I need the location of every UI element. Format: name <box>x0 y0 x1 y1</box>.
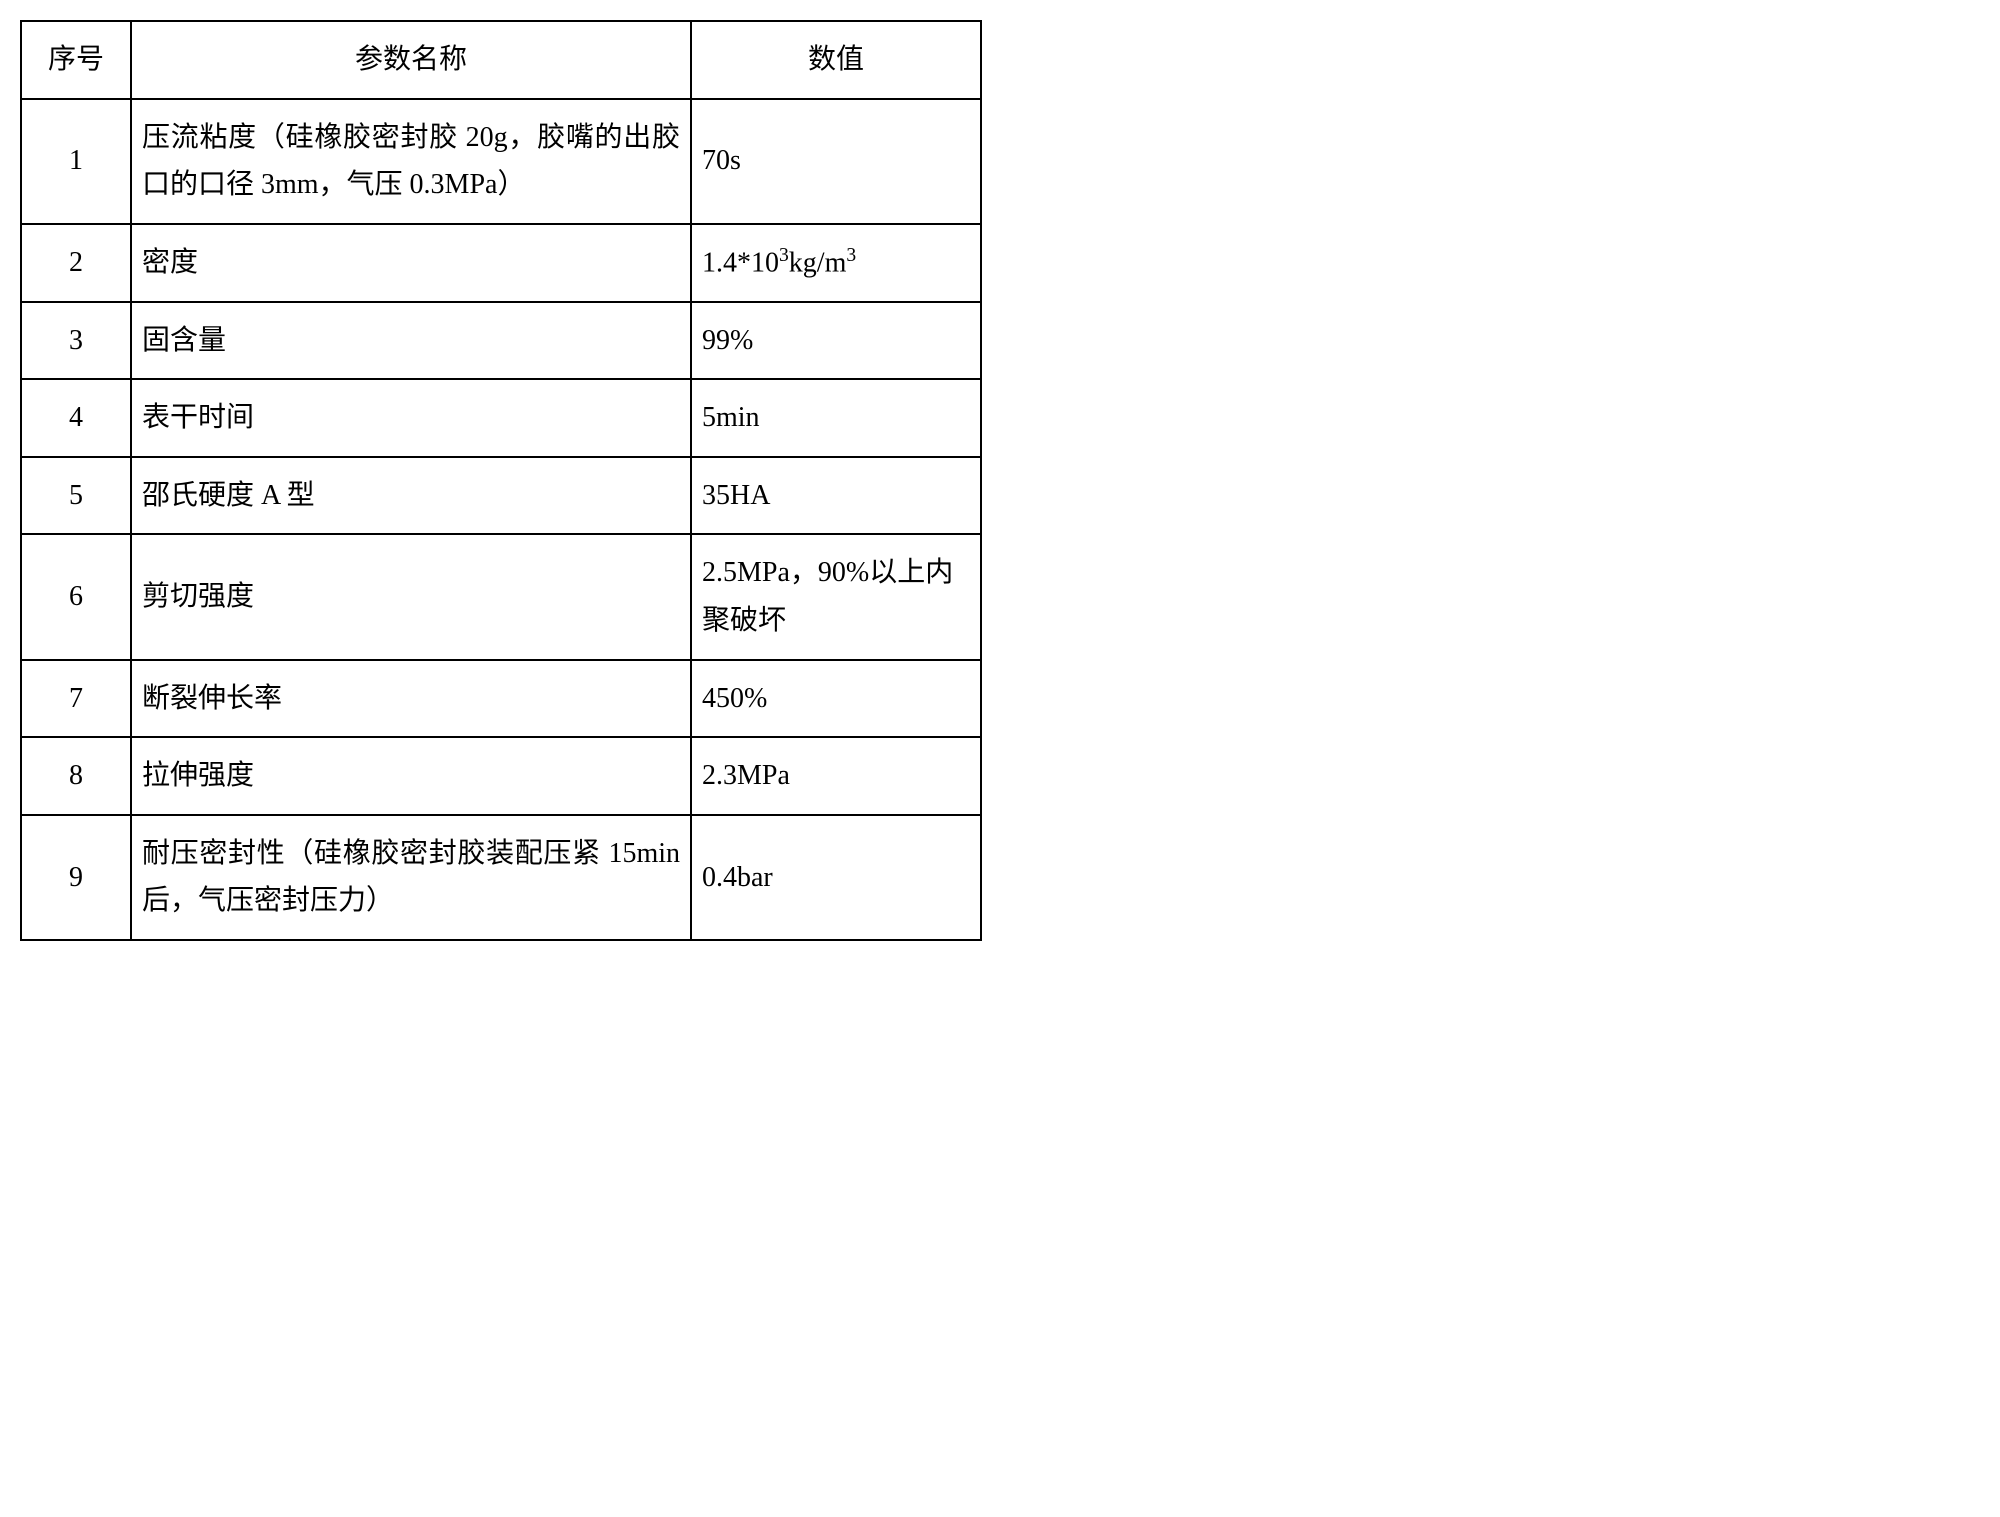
cell-seq: 6 <box>21 534 131 659</box>
table-row: 7断裂伸长率450% <box>21 660 981 738</box>
table-row: 3固含量99% <box>21 302 981 380</box>
table-header-row: 序号 参数名称 数值 <box>21 21 981 99</box>
cell-value: 450% <box>691 660 981 738</box>
cell-value: 70s <box>691 99 981 224</box>
cell-value: 35HA <box>691 457 981 535</box>
cell-param: 邵氏硬度 A 型 <box>131 457 691 535</box>
cell-seq: 8 <box>21 737 131 815</box>
cell-param: 压流粘度（硅橡胶密封胶 20g，胶嘴的出胶口的口径 3mm，气压 0.3MPa） <box>131 99 691 224</box>
cell-seq: 5 <box>21 457 131 535</box>
table-row: 5邵氏硬度 A 型35HA <box>21 457 981 535</box>
table-body: 1压流粘度（硅橡胶密封胶 20g，胶嘴的出胶口的口径 3mm，气压 0.3MPa… <box>21 99 981 940</box>
table-row: 1压流粘度（硅橡胶密封胶 20g，胶嘴的出胶口的口径 3mm，气压 0.3MPa… <box>21 99 981 224</box>
cell-param: 剪切强度 <box>131 534 691 659</box>
col-header-param: 参数名称 <box>131 21 691 99</box>
cell-seq: 4 <box>21 379 131 457</box>
col-header-seq: 序号 <box>21 21 131 99</box>
parameters-table: 序号 参数名称 数值 1压流粘度（硅橡胶密封胶 20g，胶嘴的出胶口的口径 3m… <box>20 20 982 941</box>
cell-value: 2.5MPa，90%以上内聚破坏 <box>691 534 981 659</box>
cell-param: 固含量 <box>131 302 691 380</box>
cell-value: 1.4*103kg/m3 <box>691 224 981 302</box>
cell-param: 耐压密封性（硅橡胶密封胶装配压紧 15min后，气压密封压力） <box>131 815 691 940</box>
col-header-value: 数值 <box>691 21 981 99</box>
cell-seq: 1 <box>21 99 131 224</box>
table-row: 2密度1.4*103kg/m3 <box>21 224 981 302</box>
cell-param: 表干时间 <box>131 379 691 457</box>
table-row: 9耐压密封性（硅橡胶密封胶装配压紧 15min后，气压密封压力）0.4bar <box>21 815 981 940</box>
table-row: 4表干时间5min <box>21 379 981 457</box>
cell-value: 99% <box>691 302 981 380</box>
cell-seq: 7 <box>21 660 131 738</box>
table-row: 8拉伸强度2.3MPa <box>21 737 981 815</box>
cell-param: 拉伸强度 <box>131 737 691 815</box>
table-row: 6剪切强度2.5MPa，90%以上内聚破坏 <box>21 534 981 659</box>
cell-value: 5min <box>691 379 981 457</box>
cell-value: 2.3MPa <box>691 737 981 815</box>
cell-seq: 2 <box>21 224 131 302</box>
cell-param: 断裂伸长率 <box>131 660 691 738</box>
cell-value: 0.4bar <box>691 815 981 940</box>
cell-param: 密度 <box>131 224 691 302</box>
cell-seq: 3 <box>21 302 131 380</box>
cell-seq: 9 <box>21 815 131 940</box>
